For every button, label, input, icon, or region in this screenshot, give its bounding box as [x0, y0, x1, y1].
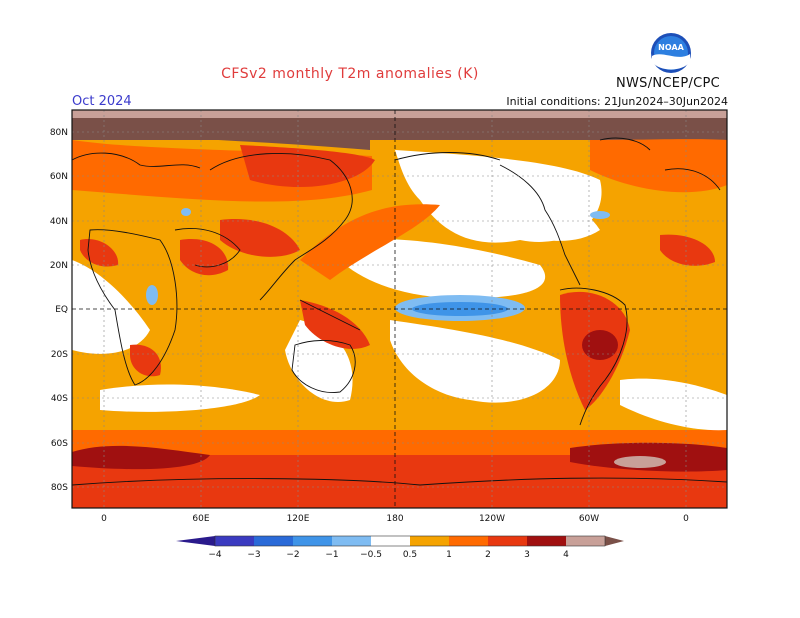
- colorbar-swatch: [332, 536, 371, 546]
- colorbar-swatch: [371, 536, 410, 546]
- lat-label: 60S: [51, 439, 68, 449]
- lon-labels: 0 60E 120E 180 120W 60W 0: [101, 514, 689, 524]
- lat-label: 80S: [51, 483, 68, 493]
- graticule: [72, 110, 727, 508]
- map-title: CFSv2 monthly T2m anomalies (K): [221, 66, 479, 82]
- colorbar-arrow-low: [176, 536, 215, 546]
- lat-label: 40S: [51, 394, 68, 404]
- colorbar-swatch: [488, 536, 527, 546]
- colorbar-label: 0.5: [403, 550, 417, 560]
- colorbar-swatch: [566, 536, 605, 546]
- lat-label: 60N: [50, 172, 68, 182]
- noaa-logo: NOAA: [651, 33, 691, 73]
- lat-label: 20S: [51, 350, 68, 360]
- coastlines: [72, 137, 727, 486]
- colorbar-swatch: [215, 536, 254, 546]
- colorbar-label: −1: [325, 550, 338, 560]
- forecast-month: Oct 2024: [72, 94, 132, 109]
- lat-label: EQ: [55, 305, 68, 315]
- colorbar-label: −2: [286, 550, 299, 560]
- lat-labels: 80N 60N 40N 20N EQ 20S 40S 60S 80S: [50, 128, 68, 493]
- colorbar-swatch: [410, 536, 449, 546]
- initial-conditions: Initial conditions: 21Jun2024–30Jun2024: [506, 95, 728, 108]
- lat-label: 80N: [50, 128, 68, 138]
- colorbar-label: 1: [446, 550, 452, 560]
- colorbar-swatch: [449, 536, 488, 546]
- lon-label: 120W: [479, 514, 505, 524]
- colorbar-label: −4: [208, 550, 222, 560]
- lon-label: 120E: [287, 514, 310, 524]
- colorbar-label: −3: [247, 550, 260, 560]
- lon-label: 60W: [579, 514, 599, 524]
- colorbar-swatch: [293, 536, 332, 546]
- lon-label: 60E: [192, 514, 209, 524]
- svg-text:NOAA: NOAA: [658, 43, 684, 52]
- lat-label: 20N: [50, 261, 68, 271]
- colorbar-label: −0.5: [360, 550, 382, 560]
- colorbar-arrow-high: [605, 536, 624, 546]
- lon-label: 180: [386, 514, 403, 524]
- lat-label: 40N: [50, 217, 68, 227]
- lon-label: 0: [683, 514, 689, 524]
- colorbar-label: 2: [485, 550, 491, 560]
- colorbar-swatch: [527, 536, 566, 546]
- lon-label: 0: [101, 514, 107, 524]
- colorbar-swatch: [254, 536, 293, 546]
- anomaly-field: [72, 110, 727, 508]
- map-frame: [71, 109, 728, 509]
- colorbar: −4 −3 −2 −1 −0.5 0.5 1 2 3 4: [176, 535, 624, 560]
- colorbar-label: 3: [524, 550, 530, 560]
- colorbar-label: 4: [563, 550, 569, 560]
- agency-label: NWS/NCEP/CPC: [616, 76, 721, 91]
